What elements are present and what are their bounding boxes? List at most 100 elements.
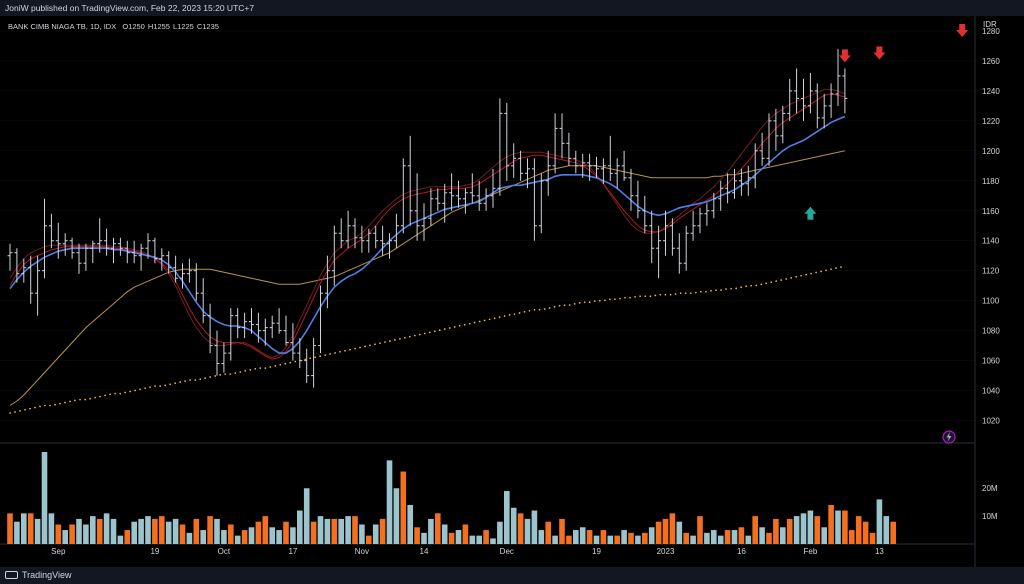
volume-bar	[883, 516, 890, 544]
ohlc-bar	[359, 225, 365, 253]
ohlc-bars	[7, 48, 848, 388]
volume-bar	[103, 513, 110, 544]
volume-bar	[752, 516, 758, 544]
price-chart[interactable]: 1280 1260 1240 1220 1200 1180 1160 1140 1120 1100…	[0, 16, 1024, 567]
ohlc-bar	[628, 168, 634, 211]
time-axis[interactable]: Sep 19 Oct 17 Nov 14 Dec 19 2023 16 Feb 13	[51, 547, 884, 556]
volume-bar	[297, 510, 303, 544]
ohlc-bar	[525, 158, 530, 189]
lightning-icon[interactable]	[942, 430, 956, 444]
symbol-legend[interactable]: BANK CIMB NIAGA TB, 1D, IDX O1250 H1255 L1…	[8, 22, 219, 31]
volume-bar	[517, 513, 524, 544]
volume-bar	[76, 518, 82, 544]
volume-bar	[428, 518, 434, 544]
volume-bar	[745, 535, 752, 544]
price-axis[interactable]: 1280 1260 1240 1220 1200 1180 1160 1140 1120 1100…	[982, 27, 1000, 426]
ohlc-bar	[262, 318, 268, 346]
volume-bar	[200, 530, 206, 544]
grid	[0, 30, 975, 421]
price-tick-label: 1140	[982, 237, 1000, 246]
volume-bar	[635, 535, 641, 544]
published-text: JoniW published on TradingView.com, Feb …	[5, 3, 255, 13]
ohlc-bar	[193, 263, 199, 301]
ohlc-bar	[642, 195, 648, 234]
volume-bar	[648, 527, 655, 544]
volume-bar	[96, 518, 103, 544]
ohlc-bar	[649, 210, 655, 264]
volume-bar	[552, 535, 558, 544]
ohlc-bar	[787, 78, 793, 121]
volume-bar	[462, 524, 469, 544]
ohlc-bar	[725, 173, 731, 204]
ohlc-bar	[794, 68, 800, 114]
volume-bar	[400, 471, 407, 544]
volume-bar	[359, 524, 365, 544]
time-tick-label: 19	[150, 547, 159, 556]
ohlc-bar	[249, 308, 254, 334]
time-tick-label: 16	[737, 547, 746, 556]
ohlc-bar	[518, 150, 524, 181]
sell-arrow-icon	[838, 49, 851, 63]
volume-bar	[566, 535, 572, 544]
ma-dark-red-line	[9, 88, 846, 359]
ohlc-bar	[490, 168, 496, 208]
ohlc-bar	[745, 165, 751, 196]
ohlc-bar	[214, 330, 220, 376]
volume-bar	[228, 524, 234, 544]
ohlc-bar	[801, 78, 806, 121]
volume-bar	[186, 532, 193, 544]
volume-bar	[724, 530, 731, 544]
ohlc-bar	[304, 348, 310, 384]
volume-bar	[83, 524, 89, 544]
price-tick-label: 1080	[982, 327, 1000, 336]
volume-bar	[538, 530, 545, 544]
ohlc-bar	[759, 132, 765, 166]
ohlc-bar	[476, 180, 482, 211]
price-tick-label: 1100	[982, 297, 1000, 306]
volume-bar	[800, 513, 807, 544]
volume-bar	[690, 535, 696, 544]
volume-bar	[241, 530, 248, 544]
ohlc-bar	[773, 108, 779, 151]
volume-bar	[41, 452, 48, 544]
ohlc-bar	[732, 168, 737, 199]
ohlc-bar	[738, 168, 744, 196]
moving-averages	[9, 88, 846, 414]
ohlc-bar	[656, 225, 662, 279]
ohlc-bar	[42, 198, 47, 279]
ohlc-bar	[7, 243, 13, 271]
ohlc-bar	[207, 303, 213, 354]
tradingview-logo[interactable]: TradingView	[5, 570, 72, 580]
volume-bar	[731, 530, 738, 544]
ohlc-bar	[297, 338, 303, 369]
volume-bar	[773, 518, 779, 544]
volume-bar	[407, 504, 413, 544]
volume-bar	[869, 532, 876, 544]
volume-bar	[586, 530, 593, 544]
ohlc-bar	[683, 225, 689, 271]
ohlc-bar	[807, 72, 813, 114]
ohlc-bar	[228, 308, 234, 361]
time-tick-label: 2023	[657, 547, 675, 556]
time-tick-label: Sep	[51, 547, 66, 556]
ohlc-label-o: O	[122, 22, 128, 31]
time-tick-label: Dec	[500, 547, 514, 556]
volume-bar	[476, 535, 482, 544]
volume-bar	[876, 499, 883, 544]
ohlc-bar	[711, 192, 717, 219]
ohlc-bar	[449, 173, 455, 211]
volume-bar	[276, 530, 282, 544]
volume-bar	[786, 518, 793, 544]
ohlc-bar	[421, 203, 427, 241]
price-tick-label: 1020	[982, 417, 1000, 426]
symbol-name: BANK CIMB NIAGA TB, 1D, IDX	[8, 22, 116, 31]
ohlc-label-l: L	[173, 22, 177, 31]
ohlc-bar	[269, 315, 275, 339]
price-tick-label: 1240	[982, 87, 1000, 96]
volume-bar	[55, 524, 62, 544]
ohlc-bar	[407, 135, 413, 226]
volume-bar	[545, 521, 551, 544]
volume-bar	[138, 518, 144, 544]
ohlc-bar	[166, 251, 172, 274]
volume-bar	[255, 521, 262, 544]
